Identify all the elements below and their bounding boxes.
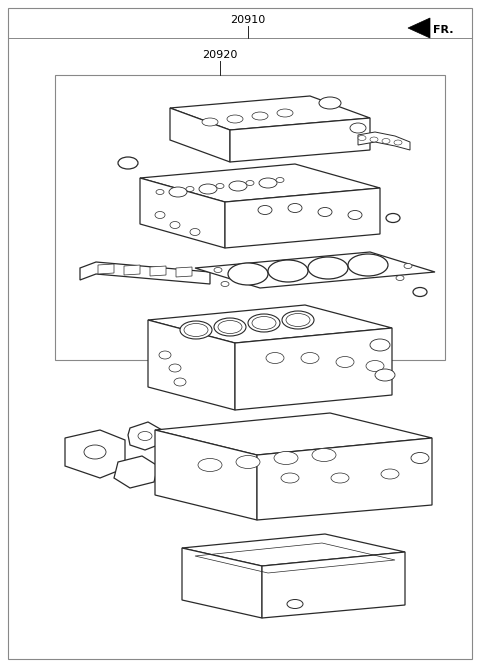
Ellipse shape xyxy=(169,364,181,372)
Ellipse shape xyxy=(258,205,272,215)
Ellipse shape xyxy=(218,321,242,334)
Ellipse shape xyxy=(411,452,429,464)
Ellipse shape xyxy=(170,221,180,229)
Ellipse shape xyxy=(281,473,299,483)
Ellipse shape xyxy=(221,281,229,287)
Ellipse shape xyxy=(138,432,152,440)
Ellipse shape xyxy=(370,137,378,142)
Ellipse shape xyxy=(259,178,277,188)
Ellipse shape xyxy=(248,314,280,332)
Ellipse shape xyxy=(404,263,412,269)
Ellipse shape xyxy=(252,317,276,329)
Ellipse shape xyxy=(288,203,302,213)
Ellipse shape xyxy=(202,118,218,126)
Ellipse shape xyxy=(214,318,246,336)
Ellipse shape xyxy=(180,321,212,339)
Ellipse shape xyxy=(198,458,222,472)
Ellipse shape xyxy=(308,257,348,279)
Polygon shape xyxy=(114,456,158,488)
Polygon shape xyxy=(182,534,405,566)
Text: 20910: 20910 xyxy=(230,15,265,25)
Ellipse shape xyxy=(348,211,362,219)
Ellipse shape xyxy=(169,187,187,197)
Ellipse shape xyxy=(156,189,164,195)
Ellipse shape xyxy=(350,123,366,133)
Ellipse shape xyxy=(236,456,260,468)
Ellipse shape xyxy=(336,356,354,368)
Ellipse shape xyxy=(394,140,402,145)
Ellipse shape xyxy=(312,448,336,462)
Text: 20920: 20920 xyxy=(202,50,238,60)
Polygon shape xyxy=(150,266,166,276)
Ellipse shape xyxy=(268,260,308,282)
Polygon shape xyxy=(262,552,405,618)
Polygon shape xyxy=(230,118,370,162)
Ellipse shape xyxy=(348,254,388,276)
Polygon shape xyxy=(257,438,432,520)
Ellipse shape xyxy=(396,275,404,281)
Polygon shape xyxy=(140,178,225,248)
Polygon shape xyxy=(148,320,235,410)
Polygon shape xyxy=(176,267,192,277)
Ellipse shape xyxy=(286,313,310,327)
Ellipse shape xyxy=(199,184,217,194)
Polygon shape xyxy=(182,548,262,618)
Ellipse shape xyxy=(274,452,298,464)
Ellipse shape xyxy=(382,139,390,143)
Ellipse shape xyxy=(174,378,186,386)
Ellipse shape xyxy=(276,177,284,183)
Ellipse shape xyxy=(228,263,268,285)
Ellipse shape xyxy=(184,323,208,336)
Ellipse shape xyxy=(358,135,366,141)
Ellipse shape xyxy=(331,473,349,483)
Polygon shape xyxy=(124,265,140,275)
Polygon shape xyxy=(235,328,392,410)
Polygon shape xyxy=(358,132,410,150)
Polygon shape xyxy=(195,252,435,288)
Ellipse shape xyxy=(318,207,332,217)
Ellipse shape xyxy=(246,181,254,185)
Polygon shape xyxy=(155,413,432,455)
Ellipse shape xyxy=(266,352,284,364)
Ellipse shape xyxy=(319,97,341,109)
Ellipse shape xyxy=(216,183,224,189)
Ellipse shape xyxy=(301,352,319,364)
Ellipse shape xyxy=(252,112,268,120)
Polygon shape xyxy=(80,262,210,284)
Polygon shape xyxy=(65,430,125,478)
Bar xyxy=(55,75,445,360)
Ellipse shape xyxy=(159,351,171,359)
Ellipse shape xyxy=(214,267,222,273)
Polygon shape xyxy=(225,188,380,248)
Polygon shape xyxy=(408,18,430,38)
Ellipse shape xyxy=(84,445,106,459)
Polygon shape xyxy=(170,96,370,130)
Polygon shape xyxy=(128,422,162,450)
Ellipse shape xyxy=(277,109,293,117)
Ellipse shape xyxy=(282,311,314,329)
Ellipse shape xyxy=(227,115,243,123)
Ellipse shape xyxy=(366,360,384,372)
Polygon shape xyxy=(98,264,114,274)
Polygon shape xyxy=(170,108,230,162)
Ellipse shape xyxy=(375,369,395,381)
Polygon shape xyxy=(140,164,380,202)
Ellipse shape xyxy=(190,229,200,235)
Polygon shape xyxy=(155,430,257,520)
Polygon shape xyxy=(148,305,392,343)
Text: FR.: FR. xyxy=(433,25,454,35)
Ellipse shape xyxy=(370,339,390,351)
Ellipse shape xyxy=(229,181,247,191)
Ellipse shape xyxy=(155,211,165,219)
Ellipse shape xyxy=(186,187,194,191)
Ellipse shape xyxy=(287,600,303,608)
Ellipse shape xyxy=(381,469,399,479)
